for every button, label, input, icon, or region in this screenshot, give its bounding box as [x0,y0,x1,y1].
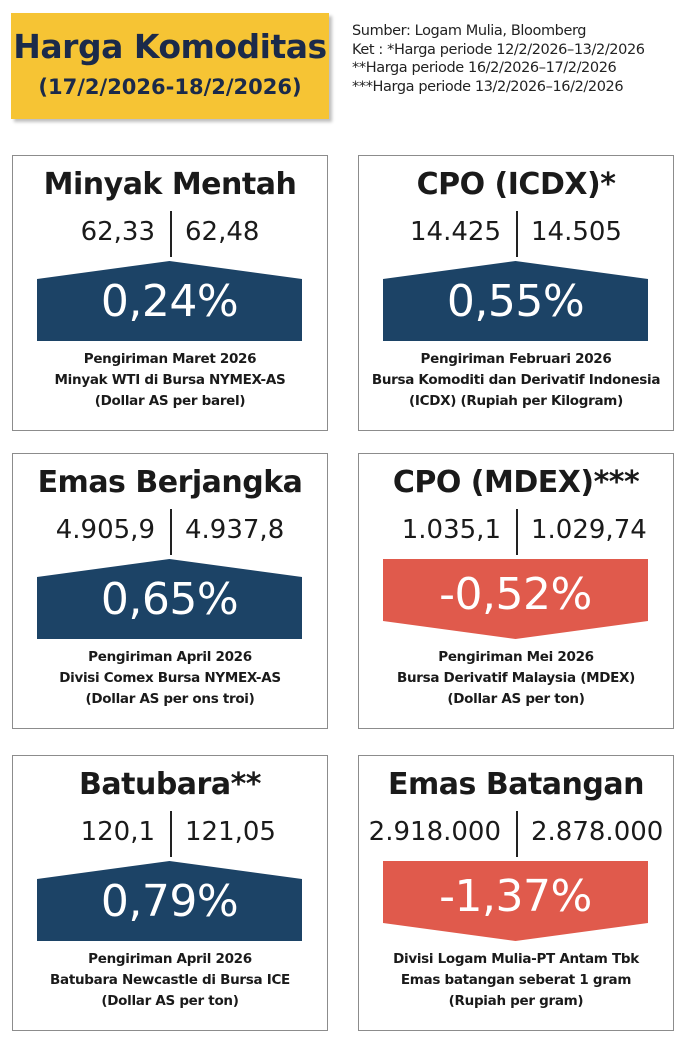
desc-line: (Rupiah per gram) [448,993,584,1009]
value-divider [170,211,172,257]
desc-line: (Dollar AS per ton) [447,691,585,707]
commodity-card-cpo-mdex: CPO (MDEX)*** 1.035,1 1.029,74 -0,52% Pe… [358,453,674,729]
current-price: 14.505 [531,217,622,247]
desc-line: Pengiriman Maret 2026 [83,351,257,367]
current-price: 2.878.000 [531,817,664,847]
change-percent: 0,79% [100,876,239,927]
card-description: Pengiriman Februari 2026 Bursa Komoditi … [359,349,673,412]
desc-line: Bursa Komoditi dan Derivatif Indonesia [371,372,661,388]
commodity-card-emas-batangan: Emas Batangan 2.918.000 2.878.000 -1,37%… [358,755,674,1031]
card-title: Minyak Mentah [43,167,297,202]
price-values: 4.905,9 4.937,8 [13,509,327,557]
desc-line: Pengiriman Mei 2026 [438,649,594,665]
previous-price: 4.905,9 [55,515,155,545]
card-description: Pengiriman Maret 2026 Minyak WTI di Burs… [13,349,327,412]
current-price: 4.937,8 [185,515,285,545]
note-period-2: **Harga periode 16/2/2026–17/2/2026 [352,60,617,76]
previous-price: 62,33 [80,217,155,247]
current-price: 1.029,74 [531,515,647,545]
value-divider [516,509,518,555]
source-notes: Sumber: Logam Mulia, Bloomberg Ket : *Ha… [352,22,682,96]
price-values: 62,33 62,48 [13,211,327,259]
desc-line: Pengiriman Februari 2026 [420,351,612,367]
value-divider [516,811,518,857]
commodity-card-emas-berjangka: Emas Berjangka 4.905,9 4.937,8 0,65% Pen… [12,453,328,729]
note-period-3: ***Harga periode 13/2/2026–16/2/2026 [352,78,624,95]
desc-line: Minyak WTI di Bursa NYMEX-AS [54,372,286,388]
change-percent: 0,24% [100,276,239,327]
card-description: Pengiriman April 2026 Divisi Comex Bursa… [13,647,327,710]
change-badge-down: -1,37% [383,861,648,941]
desc-line: Divisi Logam Mulia-PT Antam Tbk [393,951,639,967]
card-description: Pengiriman April 2026 Batubara Newcastle… [13,949,327,1012]
price-values: 14.425 14.505 [359,211,673,259]
change-badge-up: 0,55% [383,261,648,341]
note-period-1: Ket : *Harga periode 12/2/2026–13/2/2026 [352,41,645,58]
card-title: Batubara** [79,767,261,802]
change-badge-up: 0,24% [37,261,302,341]
card-description: Pengiriman Mei 2026 Bursa Derivatif Mala… [359,647,673,710]
desc-line: (ICDX) (Rupiah per Kilogram) [409,393,623,409]
desc-line: (Dollar AS per barel) [94,393,246,409]
commodity-card-cpo-icdx: CPO (ICDX)* 14.425 14.505 0,55% Pengirim… [358,155,674,431]
change-percent: -0,52% [439,569,592,620]
value-divider [170,509,172,555]
desc-line: (Dollar AS per ons troi) [85,691,255,707]
note-source: Sumber: Logam Mulia, Bloomberg [352,23,587,39]
desc-line: Bursa Derivatif Malaysia (MDEX) [396,670,636,686]
price-values: 1.035,1 1.029,74 [359,509,673,557]
change-badge-down: -0,52% [383,559,648,639]
current-price: 62,48 [185,217,260,247]
previous-price: 2.918.000 [368,817,501,847]
change-percent: 0,65% [100,574,239,625]
card-title: CPO (MDEX)*** [392,465,640,500]
commodity-card-minyak-mentah: Minyak Mentah 62,33 62,48 0,24% Pengirim… [12,155,328,431]
value-divider [516,211,518,257]
card-title: Emas Berjangka [37,465,303,500]
change-percent: 0,55% [446,276,585,327]
previous-price: 120,1 [80,817,155,847]
header-box: Harga Komoditas (17/2/2026-18/2/2026) [11,13,329,119]
previous-price: 1.035,1 [401,515,501,545]
date-range: (17/2/2026-18/2/2026) [38,75,302,99]
change-percent: -1,37% [439,871,592,922]
change-badge-up: 0,65% [37,559,302,639]
card-title: CPO (ICDX)* [416,167,616,202]
desc-line: Pengiriman April 2026 [88,649,252,665]
value-divider [170,811,172,857]
price-values: 120,1 121,05 [13,811,327,859]
desc-line: (Dollar AS per ton) [101,993,239,1009]
previous-price: 14.425 [410,217,501,247]
change-badge-up: 0,79% [37,861,302,941]
card-title: Emas Batangan [388,767,644,802]
desc-line: Batubara Newcastle di Bursa ICE [50,972,290,988]
card-description: Divisi Logam Mulia-PT Antam Tbk Emas bat… [359,949,673,1012]
desc-line: Emas batangan seberat 1 gram [400,972,632,988]
current-price: 121,05 [185,817,276,847]
desc-line: Divisi Comex Bursa NYMEX-AS [59,670,281,686]
desc-line: Pengiriman April 2026 [88,951,252,967]
commodity-card-batubara: Batubara** 120,1 121,05 0,79% Pengiriman… [12,755,328,1031]
page-title: Harga Komoditas [13,27,327,66]
price-values: 2.918.000 2.878.000 [359,811,673,859]
